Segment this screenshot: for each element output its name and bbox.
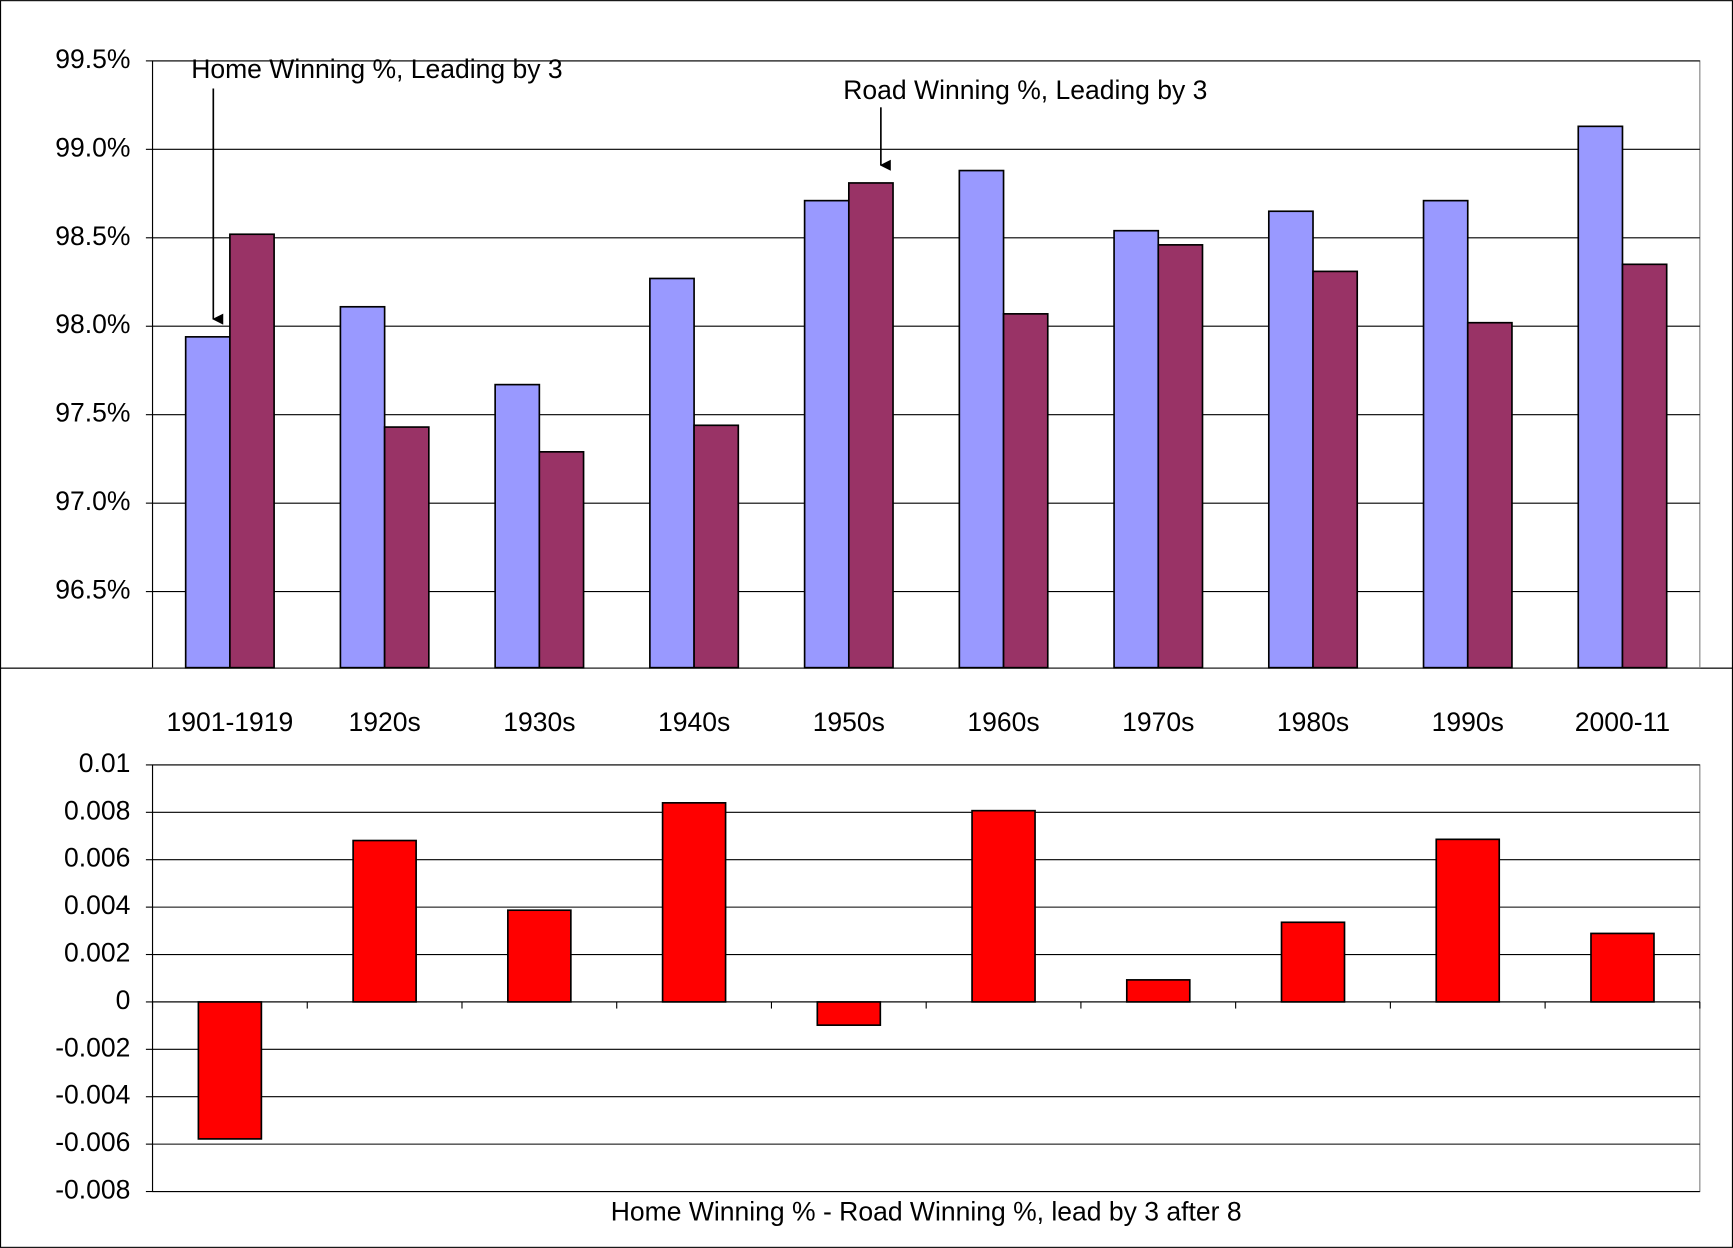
- bar: [339, 305, 386, 669]
- annotation: Road Winning %, Leading by 3: [843, 75, 1207, 105]
- bar: [184, 336, 231, 669]
- y-tick-label: 98.0%: [55, 309, 130, 339]
- bar: [1466, 321, 1513, 669]
- bar: [661, 802, 727, 1003]
- bar: [1113, 229, 1160, 669]
- bar: [1422, 199, 1469, 669]
- x-tick-label: 1930s: [503, 707, 575, 737]
- y-tick-label: 97.5%: [55, 398, 130, 428]
- annotation: Home Winning %, Leading by 3: [191, 54, 562, 84]
- y-tick-label: 0.008: [64, 795, 130, 825]
- bar: [816, 1001, 882, 1026]
- x-tick-label: 1980s: [1277, 707, 1349, 737]
- x-tick-label: 1950s: [813, 707, 885, 737]
- x-axis-label: Home Winning % - Road Winning %, lead by…: [611, 1197, 1242, 1227]
- bar: [1002, 313, 1049, 669]
- y-tick-label: 96.5%: [55, 575, 130, 605]
- y-tick-label: 0.002: [64, 938, 130, 968]
- y-tick-label: -0.004: [55, 1080, 130, 1110]
- x-tick-label: 1960s: [967, 707, 1039, 737]
- bar: [507, 909, 572, 1003]
- bar: [1435, 838, 1501, 1003]
- bar: [971, 809, 1036, 1003]
- bar: [693, 424, 740, 669]
- y-tick-label: 99.0%: [55, 132, 130, 162]
- y-tick-label: 98.5%: [55, 221, 130, 251]
- y-tick-label: -0.008: [55, 1175, 130, 1205]
- x-tick-label: 1940s: [658, 707, 730, 737]
- y-tick-label: 0.004: [64, 890, 130, 920]
- y-tick-label: -0.002: [55, 1032, 130, 1062]
- bar: [1157, 244, 1204, 669]
- y-tick-label: 99.5%: [55, 44, 130, 74]
- bar: [1312, 270, 1359, 669]
- bar: [494, 383, 541, 669]
- bar: [352, 839, 417, 1003]
- x-tick-label: 1970s: [1122, 707, 1194, 737]
- y-tick-label: 0.01: [79, 748, 131, 778]
- bar: [229, 233, 275, 669]
- bar: [1577, 125, 1624, 669]
- bar: [197, 1001, 263, 1140]
- bar: [1621, 263, 1668, 669]
- bar: [803, 199, 850, 669]
- bar: [649, 277, 695, 669]
- x-tick-label: 2000-11: [1575, 707, 1670, 737]
- bar: [383, 426, 430, 669]
- x-tick-label: 1990s: [1432, 707, 1504, 737]
- bar: [1125, 979, 1191, 1003]
- bar: [1280, 921, 1346, 1003]
- bar: [1267, 210, 1314, 669]
- bar: [958, 169, 1005, 669]
- y-tick-label: 0.006: [64, 843, 130, 873]
- y-tick-label: -0.006: [55, 1127, 130, 1157]
- bar: [538, 451, 585, 669]
- y-tick-label: 0: [116, 985, 131, 1015]
- bar: [1590, 932, 1655, 1003]
- x-tick-label: 1920s: [348, 707, 420, 737]
- x-tick-label: 1901-1919: [166, 707, 293, 737]
- bar: [847, 182, 894, 669]
- y-tick-label: 97.0%: [55, 486, 130, 516]
